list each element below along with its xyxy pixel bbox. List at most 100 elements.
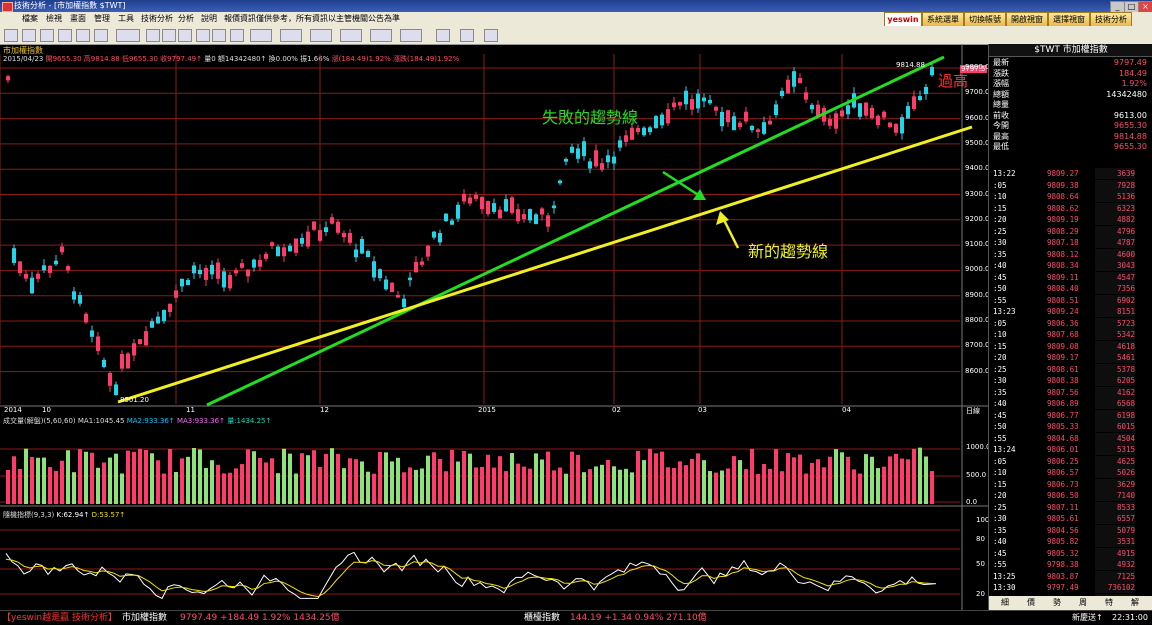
period-dropdown[interactable] — [116, 29, 140, 42]
candle-body — [618, 140, 622, 148]
tick-time: 13:23 — [993, 307, 1016, 316]
circle-icon[interactable] — [340, 29, 362, 42]
draw-icon[interactable] — [76, 29, 90, 42]
tick-time: :20 — [993, 215, 1007, 224]
volume-bar — [834, 449, 838, 504]
candle-body — [612, 156, 616, 164]
volume-bar — [900, 458, 904, 504]
text-icon[interactable] — [370, 29, 392, 42]
quote-tab[interactable]: 周 — [1079, 598, 1087, 607]
candle-icon[interactable] — [162, 29, 176, 42]
trendline-icon[interactable] — [280, 29, 302, 42]
volume-ma2: MA2:933.36↑ — [126, 417, 175, 425]
quote-key: 最新 — [993, 58, 1009, 67]
quote-tab[interactable]: 特 — [1105, 598, 1113, 607]
candle-body — [444, 213, 448, 222]
volume-bar — [306, 455, 310, 504]
candle-body — [414, 261, 418, 273]
tick-row: 13:24 9806.01 5315 — [989, 444, 1151, 455]
save-icon[interactable] — [484, 29, 498, 42]
tab-open-window[interactable]: 開啟視窗 — [1006, 12, 1048, 27]
tick-qty: 8151 — [1095, 306, 1135, 317]
tick-row: :20 9809.19 4882 — [989, 214, 1151, 225]
price-chart[interactable] — [0, 44, 988, 610]
tick-time: :45 — [993, 548, 1007, 558]
menu-screen[interactable]: 畫面 — [70, 14, 86, 23]
rect-icon[interactable] — [310, 29, 332, 42]
status-idx1-name[interactable]: 市加權指數 — [122, 613, 168, 623]
price-tick: 8700.0 — [965, 341, 990, 350]
volume-bar — [492, 467, 496, 504]
tick-row: :45 9806.77 6198 — [989, 409, 1151, 421]
candle-body — [438, 232, 442, 243]
zoom-in-icon[interactable] — [196, 29, 210, 42]
volume-bar — [240, 464, 244, 504]
failed-annotation-arrowhead — [693, 189, 706, 200]
candle-body — [672, 102, 676, 108]
menu-tech-analysis[interactable]: 技術分析 — [141, 14, 173, 23]
quote-tab[interactable]: 勢 — [1053, 598, 1061, 607]
ruler-icon[interactable] — [58, 29, 72, 42]
check-icon[interactable] — [94, 29, 108, 42]
zoom-out-icon[interactable] — [212, 29, 226, 42]
tab-select-window[interactable]: 選擇視窗 — [1048, 12, 1090, 27]
volume-bar — [90, 452, 94, 504]
cross-icon[interactable] — [40, 29, 54, 42]
volume-bar — [150, 453, 154, 504]
kd-header: 隨機指標(9,3,3) K:62.94↑ D:53.57↑ — [3, 510, 125, 520]
menu-view[interactable]: 檢視 — [46, 14, 62, 23]
tab-tech-analysis[interactable]: 技術分析 — [1090, 12, 1132, 27]
tab-system-menu[interactable]: 系統選單 — [922, 12, 964, 27]
info-close: 收9797.49↑ — [160, 55, 202, 63]
brush-icon[interactable] — [436, 29, 450, 42]
grid-icon[interactable] — [460, 29, 474, 42]
split-icon[interactable] — [250, 29, 272, 42]
quote-value: 9613.00 — [1113, 110, 1147, 120]
volume-bar — [222, 473, 226, 504]
tick-time: :05 — [993, 180, 1007, 190]
quote-tab[interactable]: 細 — [1001, 598, 1009, 607]
line-icon[interactable] — [178, 29, 192, 42]
volume-bar — [762, 464, 766, 504]
arrow-icon[interactable] — [400, 29, 422, 42]
tick-qty: 5026 — [1095, 467, 1135, 478]
volume-bar — [390, 461, 394, 504]
tick-qty: 5342 — [1095, 329, 1135, 340]
bar-icon[interactable] — [146, 29, 160, 42]
candle-body — [756, 129, 760, 132]
candle-body — [300, 237, 304, 244]
volume-bar — [12, 456, 16, 504]
candle-body — [642, 127, 646, 136]
volume-bar — [438, 458, 442, 504]
candle-body — [282, 247, 286, 257]
tile-icon[interactable] — [22, 29, 36, 42]
volume-bar — [408, 467, 412, 504]
candle-body — [336, 221, 340, 233]
menu-analysis[interactable]: 分析 — [178, 14, 194, 23]
tab-switch-account[interactable]: 切換帳號 — [964, 12, 1006, 27]
tick-time: :05 — [993, 318, 1007, 328]
menu-manage[interactable]: 管理 — [94, 14, 110, 23]
status-idx2-name[interactable]: 櫃檯指數 — [524, 613, 561, 623]
menu-tools[interactable]: 工具 — [118, 14, 134, 23]
tick-qty: 6198 — [1095, 409, 1135, 421]
open-icon[interactable] — [4, 29, 18, 42]
volume-bar — [174, 471, 178, 504]
tick-time: :35 — [993, 387, 1007, 397]
quote-tab[interactable]: 解 — [1131, 598, 1139, 607]
menu-file[interactable]: 檔案 — [22, 14, 38, 23]
candle-body — [36, 273, 40, 279]
candle-body — [840, 110, 844, 117]
tick-row: :25 9808.29 4796 — [989, 225, 1151, 237]
volume-bar — [456, 461, 460, 504]
tick-qty: 4504 — [1095, 432, 1135, 444]
candle-body — [468, 197, 472, 204]
tick-price: 9808.29 — [1047, 226, 1079, 236]
volume-bar — [858, 473, 862, 504]
menu-help[interactable]: 說明 — [201, 14, 217, 23]
candle-body — [426, 245, 430, 257]
pan-icon[interactable] — [230, 29, 244, 42]
tick-price: 9808.51 — [1047, 295, 1079, 305]
candle-body — [918, 96, 922, 101]
quote-tab[interactable]: 價 — [1027, 598, 1035, 607]
